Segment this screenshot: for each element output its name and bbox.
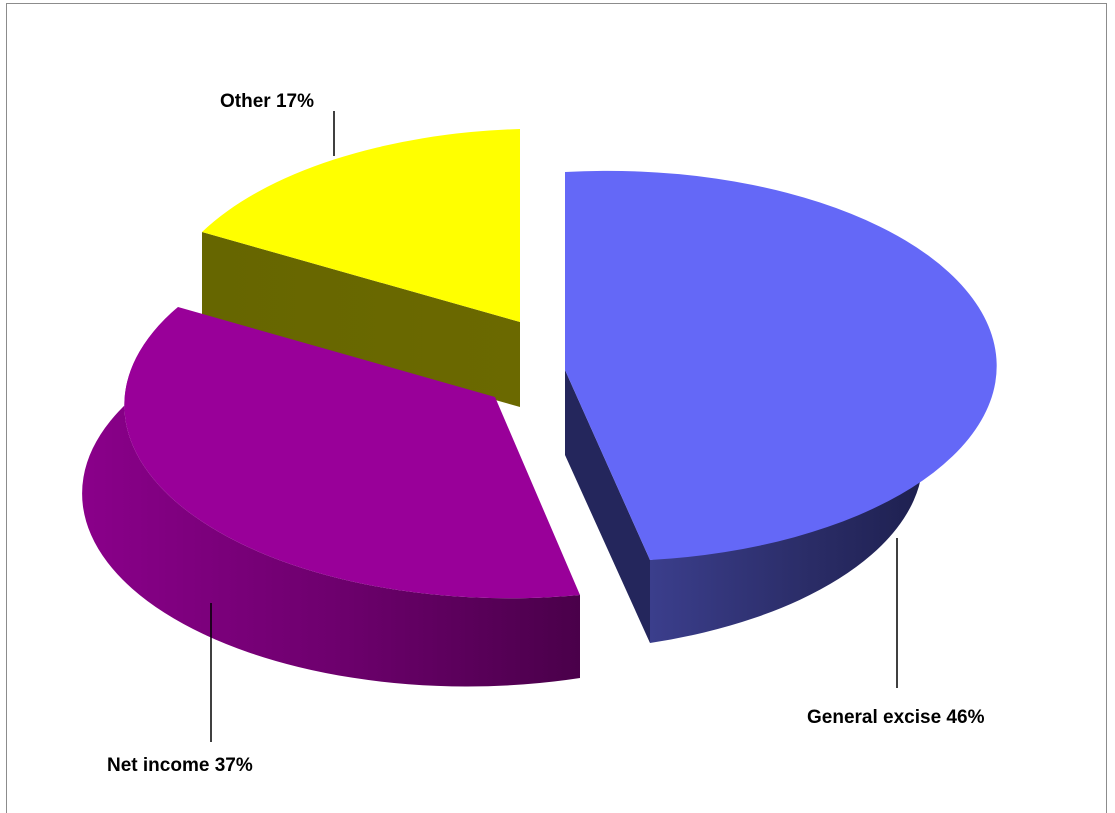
- pie-slice-general-excise-top: [565, 170, 997, 560]
- slice-label-net-income: Net income 37%: [107, 755, 253, 776]
- pie-slice-net-income: [82, 307, 580, 687]
- pie-slice-other-side: [202, 232, 520, 407]
- slice-label-general-excise: General excise 46%: [807, 707, 985, 728]
- pie-slice-net-income-side: [82, 307, 580, 687]
- pie-slice-other: [202, 129, 520, 407]
- slice-label-other: Other 17%: [220, 91, 314, 112]
- pie-slice-other-top: [202, 129, 520, 322]
- pie-slice-general-excise-side: [565, 370, 650, 643]
- pie-slice-general-excise-side-outer: [650, 362, 922, 643]
- pie-slice-general-excise: [565, 170, 997, 643]
- pie-slice-net-income-top: [124, 307, 580, 599]
